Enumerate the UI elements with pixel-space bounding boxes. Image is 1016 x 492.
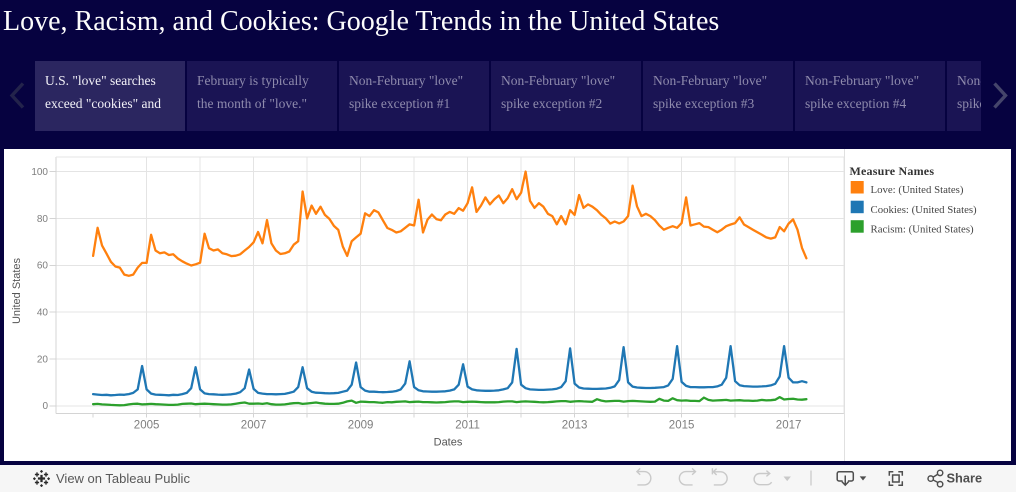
svg-text:60: 60 (37, 261, 49, 272)
svg-text:United States: United States (11, 257, 23, 324)
svg-text:0: 0 (42, 401, 48, 412)
svg-text:Love: (United States): Love: (United States) (871, 184, 964, 196)
svg-text:Dates: Dates (434, 437, 463, 449)
svg-text:2007: 2007 (241, 420, 267, 432)
svg-text:2015: 2015 (669, 420, 695, 432)
svg-text:Racism: (United States): Racism: (United States) (871, 224, 975, 236)
svg-text:80: 80 (37, 214, 49, 225)
svg-text:Measure Names: Measure Names (850, 164, 935, 178)
svg-text:2005: 2005 (134, 420, 160, 432)
svg-text:2017: 2017 (776, 420, 802, 432)
svg-text:100: 100 (31, 167, 48, 178)
svg-text:2009: 2009 (348, 420, 374, 432)
svg-text:40: 40 (37, 308, 49, 319)
svg-text:2011: 2011 (455, 420, 480, 432)
svg-text:2013: 2013 (562, 420, 588, 432)
svg-text:Cookies: (United States): Cookies: (United States) (871, 204, 978, 216)
svg-text:Share: Share (947, 471, 983, 486)
svg-text:20: 20 (37, 354, 49, 365)
